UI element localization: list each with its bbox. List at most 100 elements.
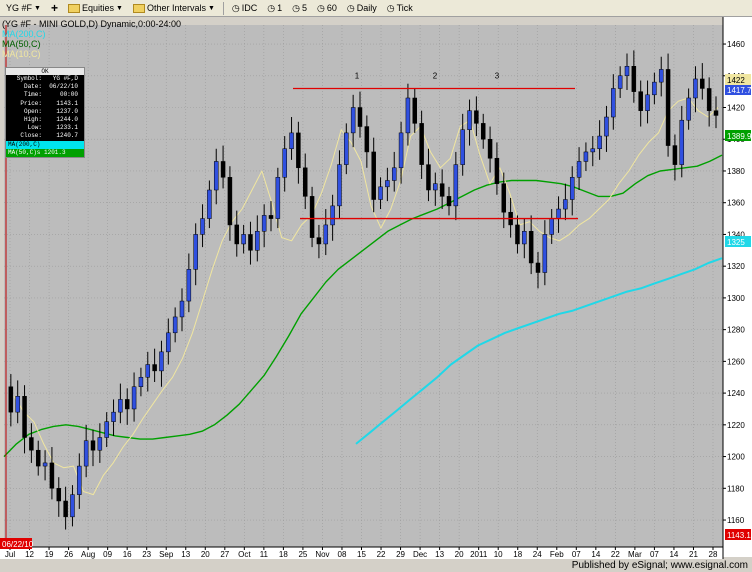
info-row-label: Low: <box>27 124 42 132</box>
candle-body <box>350 107 356 134</box>
candle-body <box>378 186 383 200</box>
ma50-line <box>3 154 723 458</box>
candle-body <box>289 132 294 150</box>
candle-body <box>665 69 671 146</box>
y-axis-panel <box>723 17 752 557</box>
info-row-value: 1240.7 <box>56 132 78 140</box>
other-intervals-label: Other Intervals <box>146 3 206 13</box>
x-tick-label: Oct <box>238 550 251 559</box>
candle-body <box>234 224 240 245</box>
candle-body <box>70 494 75 518</box>
daily-button[interactable]: ◷ Daily <box>343 0 381 16</box>
x-tick-label: 11 <box>260 550 269 559</box>
x-tick-label: Dec <box>413 550 427 559</box>
x-tick-label: Mar <box>628 550 642 559</box>
candle-body <box>385 180 390 188</box>
candle-body <box>412 97 418 124</box>
plot-background <box>4 25 723 547</box>
info-row-label: Time: <box>23 91 42 99</box>
idc-button[interactable]: ◷ IDC <box>228 0 261 16</box>
x-tick-label: 16 <box>123 550 132 559</box>
candle-body <box>419 123 424 165</box>
x-tick-label: 13 <box>435 550 444 559</box>
info-row-value: YG #F,D <box>52 75 78 82</box>
x-tick-label: 23 <box>142 550 151 559</box>
candle-body <box>337 164 342 207</box>
candle-body <box>22 396 27 438</box>
symbol-label: YG #F <box>6 3 33 13</box>
candle-body <box>624 66 630 77</box>
x-tick-label: 09 <box>103 550 112 559</box>
x-tick-label: 20 <box>455 550 464 559</box>
candle-body <box>528 231 534 264</box>
other-intervals-button[interactable]: Other Intervals ▼ <box>129 0 219 16</box>
y-tick-label: 1240 <box>727 389 745 398</box>
y-tick-label: 1200 <box>727 453 745 462</box>
candle-body <box>391 167 397 181</box>
candle-body <box>255 231 260 251</box>
info-row: Open: 1237.0 <box>6 108 84 116</box>
candle-body <box>658 69 664 83</box>
candle-body <box>344 132 349 165</box>
info-row-value: 00:00 <box>59 91 78 99</box>
x-tick-label: Feb <box>550 550 564 559</box>
caret-down-icon: ▼ <box>116 4 123 12</box>
price-badge-cursor-bg <box>725 529 751 540</box>
x-tick-label: 18 <box>279 550 288 559</box>
y-tick-label: 1280 <box>727 326 745 335</box>
price-badge-ma200: 1325 <box>725 236 751 247</box>
x-tick-label: 15 <box>357 550 366 559</box>
x-tick-label: Sep <box>159 550 174 559</box>
x-tick-label: 20 <box>201 550 210 559</box>
info-row: Close: 1240.7 <box>6 132 84 140</box>
x-tick-label: 26 <box>64 550 73 559</box>
candle-body <box>672 145 678 165</box>
candle-body <box>104 421 109 438</box>
y-tick-label: 1340 <box>727 230 745 239</box>
x-tick-label: 21 <box>689 550 698 559</box>
caret-down-icon: ▼ <box>34 4 41 12</box>
candle-body <box>460 129 465 165</box>
candle-body <box>439 183 445 197</box>
cursor-info-box[interactable]: OK Symbol: YG #F,D Date: 06/22/10 Time: 00:00… <box>5 67 85 158</box>
y-tick-label: 1360 <box>727 199 745 208</box>
symbol-field[interactable]: YG #F ▼ <box>2 0 45 16</box>
x-tick-label: 22 <box>611 550 620 559</box>
candle-body <box>302 167 308 197</box>
interval-60-button[interactable]: ◷ 60 <box>313 0 341 16</box>
x-tick-label: 14 <box>591 550 600 559</box>
info-row-value: 1237.0 <box>56 107 78 115</box>
candle-body <box>474 110 479 124</box>
price-badge-ma200-bg <box>725 236 751 247</box>
interval-1-label: 1 <box>277 3 283 13</box>
interval-5-button[interactable]: ◷ 5 <box>288 0 311 16</box>
candle-body <box>268 215 274 219</box>
candle-body <box>90 440 96 451</box>
candle-body <box>679 119 685 165</box>
add-button[interactable]: + <box>47 0 62 16</box>
candle-body <box>172 316 178 334</box>
tick-button[interactable]: ◷ Tick <box>383 0 417 16</box>
candle-body <box>83 440 89 467</box>
info-box-heading: OK <box>6 68 84 75</box>
info-row: Date: 06/22/10 <box>6 83 84 91</box>
candle-body <box>193 234 198 270</box>
info-row: Time: 00:00 <box>6 91 84 99</box>
candle-body <box>576 161 582 178</box>
candle-body <box>275 177 281 219</box>
price-badge-ma50-bg <box>725 130 751 141</box>
ma10-line <box>13 97 719 496</box>
info-row: High: 1244.0 <box>6 116 84 124</box>
candle-body <box>316 237 322 245</box>
candle-body <box>371 151 376 200</box>
info-row-value: 06/22/10 <box>49 83 78 91</box>
interval-1-button[interactable]: ◷ 1 <box>263 0 286 16</box>
folder-icon <box>132 3 145 13</box>
equities-button[interactable]: Equities ▼ <box>64 0 127 16</box>
candle-body <box>207 189 212 219</box>
candle-body <box>467 110 472 130</box>
candle-body <box>56 488 62 502</box>
x-tick-label: 13 <box>181 550 190 559</box>
